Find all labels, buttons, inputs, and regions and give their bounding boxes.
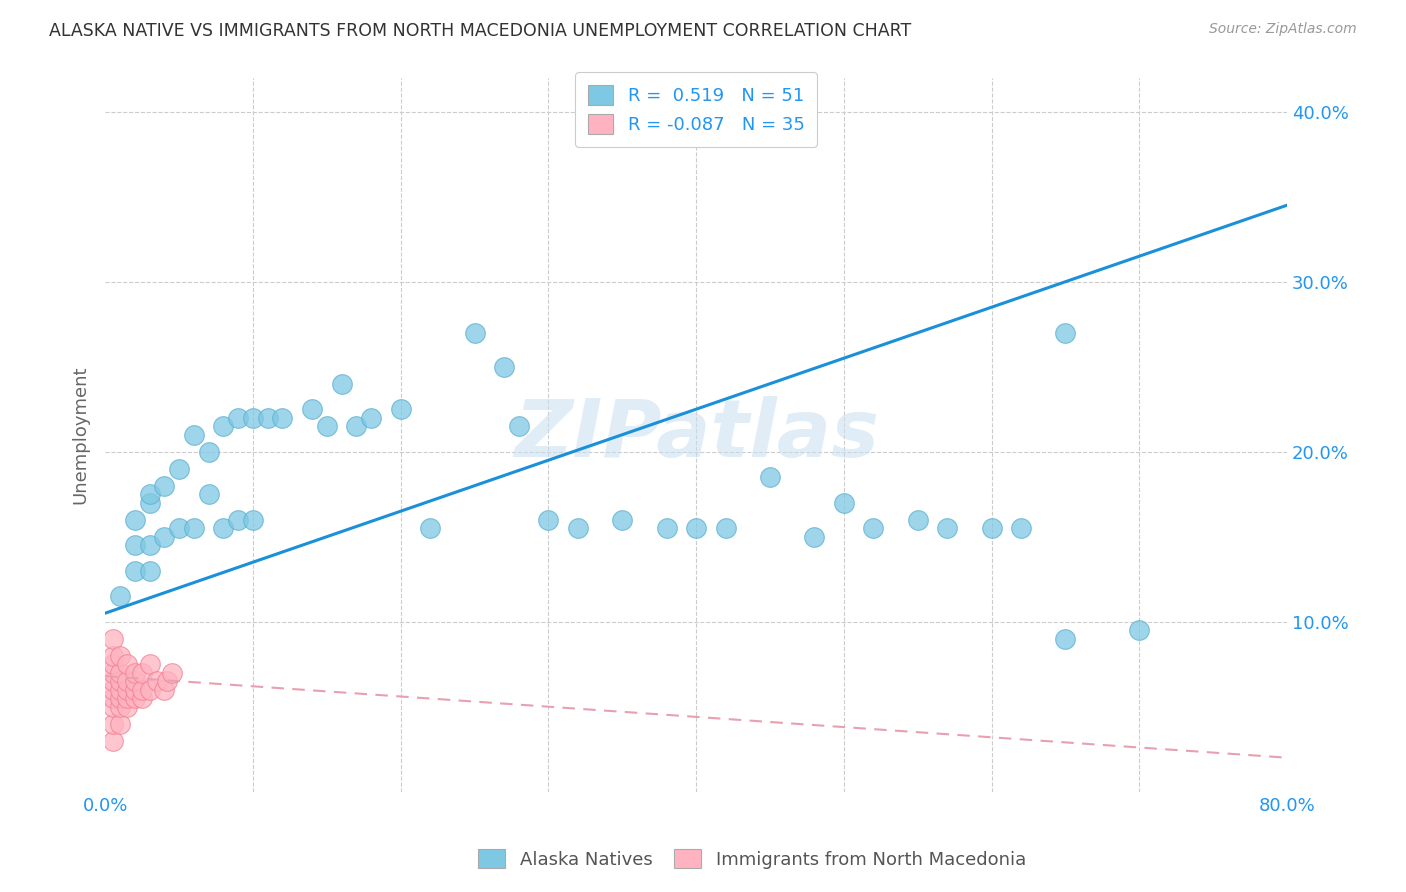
Point bbox=[153, 530, 176, 544]
Point bbox=[153, 682, 176, 697]
Point bbox=[108, 716, 131, 731]
Point bbox=[124, 538, 146, 552]
Point bbox=[124, 665, 146, 680]
Point bbox=[167, 461, 190, 475]
Point bbox=[138, 682, 160, 697]
Point bbox=[108, 665, 131, 680]
Point bbox=[108, 699, 131, 714]
Point bbox=[330, 376, 353, 391]
Point bbox=[156, 674, 179, 689]
Point bbox=[131, 691, 153, 706]
Point bbox=[508, 419, 530, 434]
Point bbox=[101, 716, 124, 731]
Point bbox=[101, 632, 124, 646]
Point bbox=[124, 682, 146, 697]
Legend: Alaska Natives, Immigrants from North Macedonia: Alaska Natives, Immigrants from North Ma… bbox=[471, 841, 1033, 876]
Point bbox=[907, 513, 929, 527]
Point bbox=[537, 513, 560, 527]
Point bbox=[242, 513, 264, 527]
Point bbox=[101, 674, 124, 689]
Y-axis label: Unemployment: Unemployment bbox=[72, 366, 89, 504]
Point bbox=[108, 674, 131, 689]
Point bbox=[655, 521, 678, 535]
Point bbox=[160, 665, 183, 680]
Point bbox=[124, 691, 146, 706]
Point bbox=[117, 682, 139, 697]
Point bbox=[1054, 632, 1077, 646]
Point bbox=[117, 699, 139, 714]
Point bbox=[124, 674, 146, 689]
Point bbox=[124, 564, 146, 578]
Point bbox=[344, 419, 367, 434]
Point bbox=[685, 521, 707, 535]
Point bbox=[197, 487, 219, 501]
Point bbox=[108, 648, 131, 663]
Point bbox=[1128, 623, 1150, 637]
Point bbox=[138, 487, 160, 501]
Point bbox=[803, 530, 825, 544]
Point bbox=[131, 665, 153, 680]
Point bbox=[138, 538, 160, 552]
Point bbox=[153, 479, 176, 493]
Point bbox=[146, 674, 169, 689]
Point bbox=[862, 521, 884, 535]
Point bbox=[138, 496, 160, 510]
Point bbox=[117, 657, 139, 672]
Point bbox=[271, 410, 294, 425]
Point bbox=[612, 513, 634, 527]
Point bbox=[832, 496, 855, 510]
Point bbox=[124, 513, 146, 527]
Point bbox=[101, 648, 124, 663]
Point bbox=[108, 691, 131, 706]
Point bbox=[138, 657, 160, 672]
Point bbox=[301, 402, 323, 417]
Legend: R =  0.519   N = 51, R = -0.087   N = 35: R = 0.519 N = 51, R = -0.087 N = 35 bbox=[575, 72, 817, 146]
Point bbox=[212, 419, 235, 434]
Point bbox=[464, 326, 486, 340]
Point bbox=[494, 359, 516, 374]
Point bbox=[389, 402, 412, 417]
Point bbox=[197, 444, 219, 458]
Point bbox=[936, 521, 959, 535]
Point bbox=[242, 410, 264, 425]
Point bbox=[315, 419, 337, 434]
Text: ALASKA NATIVE VS IMMIGRANTS FROM NORTH MACEDONIA UNEMPLOYMENT CORRELATION CHART: ALASKA NATIVE VS IMMIGRANTS FROM NORTH M… bbox=[49, 22, 911, 40]
Point bbox=[101, 733, 124, 747]
Point bbox=[101, 699, 124, 714]
Point bbox=[419, 521, 441, 535]
Point bbox=[714, 521, 737, 535]
Point bbox=[980, 521, 1002, 535]
Point bbox=[212, 521, 235, 535]
Point bbox=[101, 682, 124, 697]
Point bbox=[108, 589, 131, 603]
Point bbox=[101, 665, 124, 680]
Point bbox=[759, 470, 782, 484]
Point bbox=[138, 564, 160, 578]
Point bbox=[117, 691, 139, 706]
Point bbox=[1010, 521, 1032, 535]
Text: ZIPatlas: ZIPatlas bbox=[513, 396, 879, 474]
Point bbox=[117, 674, 139, 689]
Point bbox=[360, 410, 382, 425]
Point bbox=[226, 513, 249, 527]
Point bbox=[131, 682, 153, 697]
Point bbox=[167, 521, 190, 535]
Point bbox=[183, 521, 205, 535]
Point bbox=[226, 410, 249, 425]
Point bbox=[567, 521, 589, 535]
Point bbox=[1054, 326, 1077, 340]
Point bbox=[101, 657, 124, 672]
Point bbox=[183, 427, 205, 442]
Text: Source: ZipAtlas.com: Source: ZipAtlas.com bbox=[1209, 22, 1357, 37]
Point bbox=[101, 691, 124, 706]
Point bbox=[108, 682, 131, 697]
Point bbox=[256, 410, 278, 425]
